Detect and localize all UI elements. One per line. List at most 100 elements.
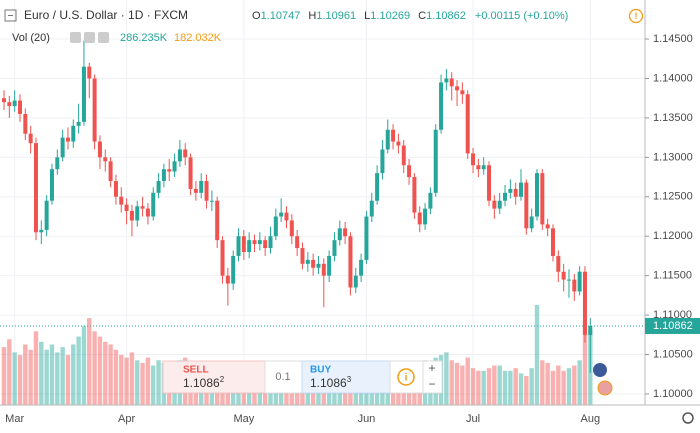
candle-body	[241, 236, 246, 252]
volume-bar	[76, 336, 81, 405]
volume-bar	[502, 370, 508, 405]
volume-bar	[12, 352, 17, 405]
candle-body	[28, 133, 33, 144]
symbol-title: Euro / U.S. Dollar · 1D · FXCM	[24, 8, 188, 22]
candle-body	[12, 100, 17, 107]
volume-bar	[492, 365, 497, 405]
info-button[interactable]	[397, 368, 415, 386]
candle-body	[87, 66, 92, 79]
candle-body	[465, 94, 470, 154]
volume-bar	[449, 360, 454, 405]
collapse-button[interactable]	[4, 9, 17, 22]
sell-label: SELL	[183, 365, 209, 376]
buy-price-main: 1.1086	[310, 376, 347, 390]
volume-bar	[108, 344, 113, 405]
candle-body	[44, 200, 49, 230]
volume-bar	[508, 370, 513, 405]
qty-minus[interactable]: −	[428, 377, 435, 391]
ohlc-value: 1.10961	[316, 10, 356, 22]
candle-body	[108, 161, 113, 182]
candle-body	[65, 137, 70, 142]
volume-bar	[65, 355, 71, 405]
candle-body	[513, 188, 518, 197]
candle-body	[503, 192, 508, 201]
candle-body	[556, 255, 561, 272]
candle-body	[385, 129, 390, 150]
header: Euro / U.S. Dollar · 1D · FXCM O1.10747 …	[4, 8, 644, 44]
candle-body	[71, 125, 76, 142]
candle-body	[188, 157, 193, 189]
candle-body	[423, 208, 428, 225]
y-tick-label: 1.14000	[653, 72, 693, 84]
candle-body	[295, 236, 300, 249]
y-tick-label: 1.13500	[653, 112, 693, 124]
settings-gear[interactable]	[682, 412, 694, 424]
candle-body	[327, 255, 332, 276]
candle-body	[60, 137, 65, 158]
candle-body	[284, 212, 289, 221]
eye-button[interactable]	[70, 32, 81, 43]
candle-body	[209, 200, 214, 202]
candle-body	[391, 129, 396, 142]
candle-body	[481, 165, 486, 170]
candle-body	[380, 149, 385, 174]
candle-body	[279, 212, 284, 217]
buy-button[interactable]	[301, 360, 391, 394]
candle-body	[156, 181, 161, 193]
volume-bar	[97, 336, 103, 405]
candle-body	[231, 255, 236, 284]
volume-bar	[454, 362, 460, 405]
volume-bar	[1, 347, 7, 405]
volume-bar	[524, 376, 529, 405]
volume-bar	[481, 370, 486, 405]
volume-bar	[540, 360, 545, 405]
candle-body	[92, 78, 97, 142]
settings-button[interactable]	[84, 32, 95, 43]
close-button[interactable]	[98, 32, 109, 43]
y-tick-label: 1.10500	[653, 348, 693, 360]
candle-body	[332, 240, 337, 256]
candle-body	[455, 86, 460, 91]
volume-bar	[71, 344, 76, 405]
candle-body	[273, 216, 278, 237]
qty-plus[interactable]: +	[428, 361, 435, 375]
candle-body	[124, 204, 129, 211]
volume-bar	[33, 331, 39, 405]
candle-body	[497, 200, 502, 209]
candle-body	[151, 192, 156, 217]
candle-body	[407, 165, 412, 178]
sell-price: 1.10862	[183, 375, 225, 390]
candle-body	[550, 228, 555, 256]
candle-body	[199, 181, 204, 193]
candle-body	[540, 173, 545, 225]
volume-bar	[513, 368, 518, 405]
candle-body	[135, 206, 140, 221]
event-icon[interactable]	[597, 380, 613, 396]
y-tick-label: 1.11500	[653, 270, 692, 282]
event-icon[interactable]	[593, 363, 607, 377]
volume-bar	[87, 318, 92, 405]
candle-body	[145, 208, 150, 217]
candle-body	[524, 182, 529, 229]
alert-icon[interactable]	[628, 8, 644, 24]
candle-body	[561, 271, 566, 280]
candle-body	[508, 188, 513, 193]
buy-price-sup: 3	[347, 375, 352, 384]
ohlc-prefix: L	[364, 10, 370, 22]
candle-body	[215, 200, 220, 241]
ohlc-value: 1.10269	[370, 10, 410, 22]
volume-bar	[444, 352, 449, 405]
y-tick-label: 1.10000	[653, 388, 693, 400]
sell-button[interactable]	[162, 360, 266, 394]
candle-body	[471, 153, 476, 166]
volume-bar	[113, 349, 119, 405]
info-box	[389, 360, 424, 394]
buy-label: BUY	[310, 365, 331, 376]
candle-body	[300, 248, 305, 264]
ohlc-value: 1.10747	[261, 10, 301, 22]
volume-bar	[7, 339, 12, 405]
candle-body	[492, 200, 497, 209]
candle-body	[444, 78, 449, 83]
volume-bar	[151, 365, 156, 405]
